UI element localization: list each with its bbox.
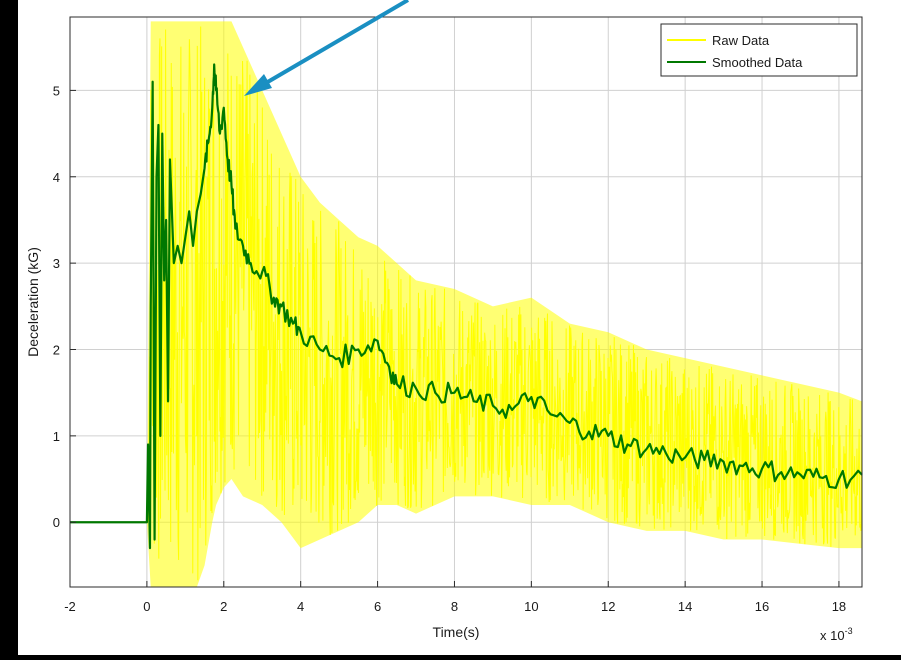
legend-label-smoothed: Smoothed Data — [712, 55, 803, 70]
x-tick-label: 16 — [755, 599, 769, 614]
y-axis-label: Deceleration (kG) — [25, 247, 41, 357]
x-tick-label: 2 — [220, 599, 227, 614]
arrow-head — [244, 74, 272, 96]
x-axis-multiplier: x 10-3 — [820, 626, 853, 643]
legend-box — [660, 23, 858, 77]
raw-data-line — [70, 26, 863, 581]
legend: Raw Data Smoothed Data — [660, 23, 858, 77]
x-axis-multiplier-base: x 10 — [820, 628, 845, 643]
x-tick-label: 18 — [832, 599, 846, 614]
x-tick-label: 0 — [143, 599, 150, 614]
arrow-shaft — [252, 0, 410, 92]
x-tick-label: 6 — [374, 599, 381, 614]
plot-frame — [69, 16, 863, 588]
x-tick-label: 10 — [524, 599, 538, 614]
arrow-annotation — [244, 0, 410, 96]
y-tick-label: 2 — [53, 343, 60, 358]
x-tick-label: 12 — [601, 599, 615, 614]
y-tick-label: 5 — [53, 83, 60, 98]
x-tick-label: 14 — [678, 599, 692, 614]
smoothed-data-line — [70, 63, 863, 550]
y-tick-label: 4 — [53, 170, 60, 185]
y-tick-label: 1 — [53, 429, 60, 444]
x-axis-multiplier-exponent: -3 — [845, 626, 853, 636]
y-tick-label: 0 — [53, 515, 60, 530]
x-tick-label: 4 — [297, 599, 304, 614]
raw-data-series — [70, 21, 863, 588]
smoothed-data-series — [70, 63, 863, 550]
y-tick-label: 3 — [53, 256, 60, 271]
x-axis-label: Time(s) — [433, 624, 480, 640]
legend-label-raw: Raw Data — [712, 33, 770, 48]
x-tick-label: 8 — [451, 599, 458, 614]
x-tick-label: -2 — [64, 599, 76, 614]
